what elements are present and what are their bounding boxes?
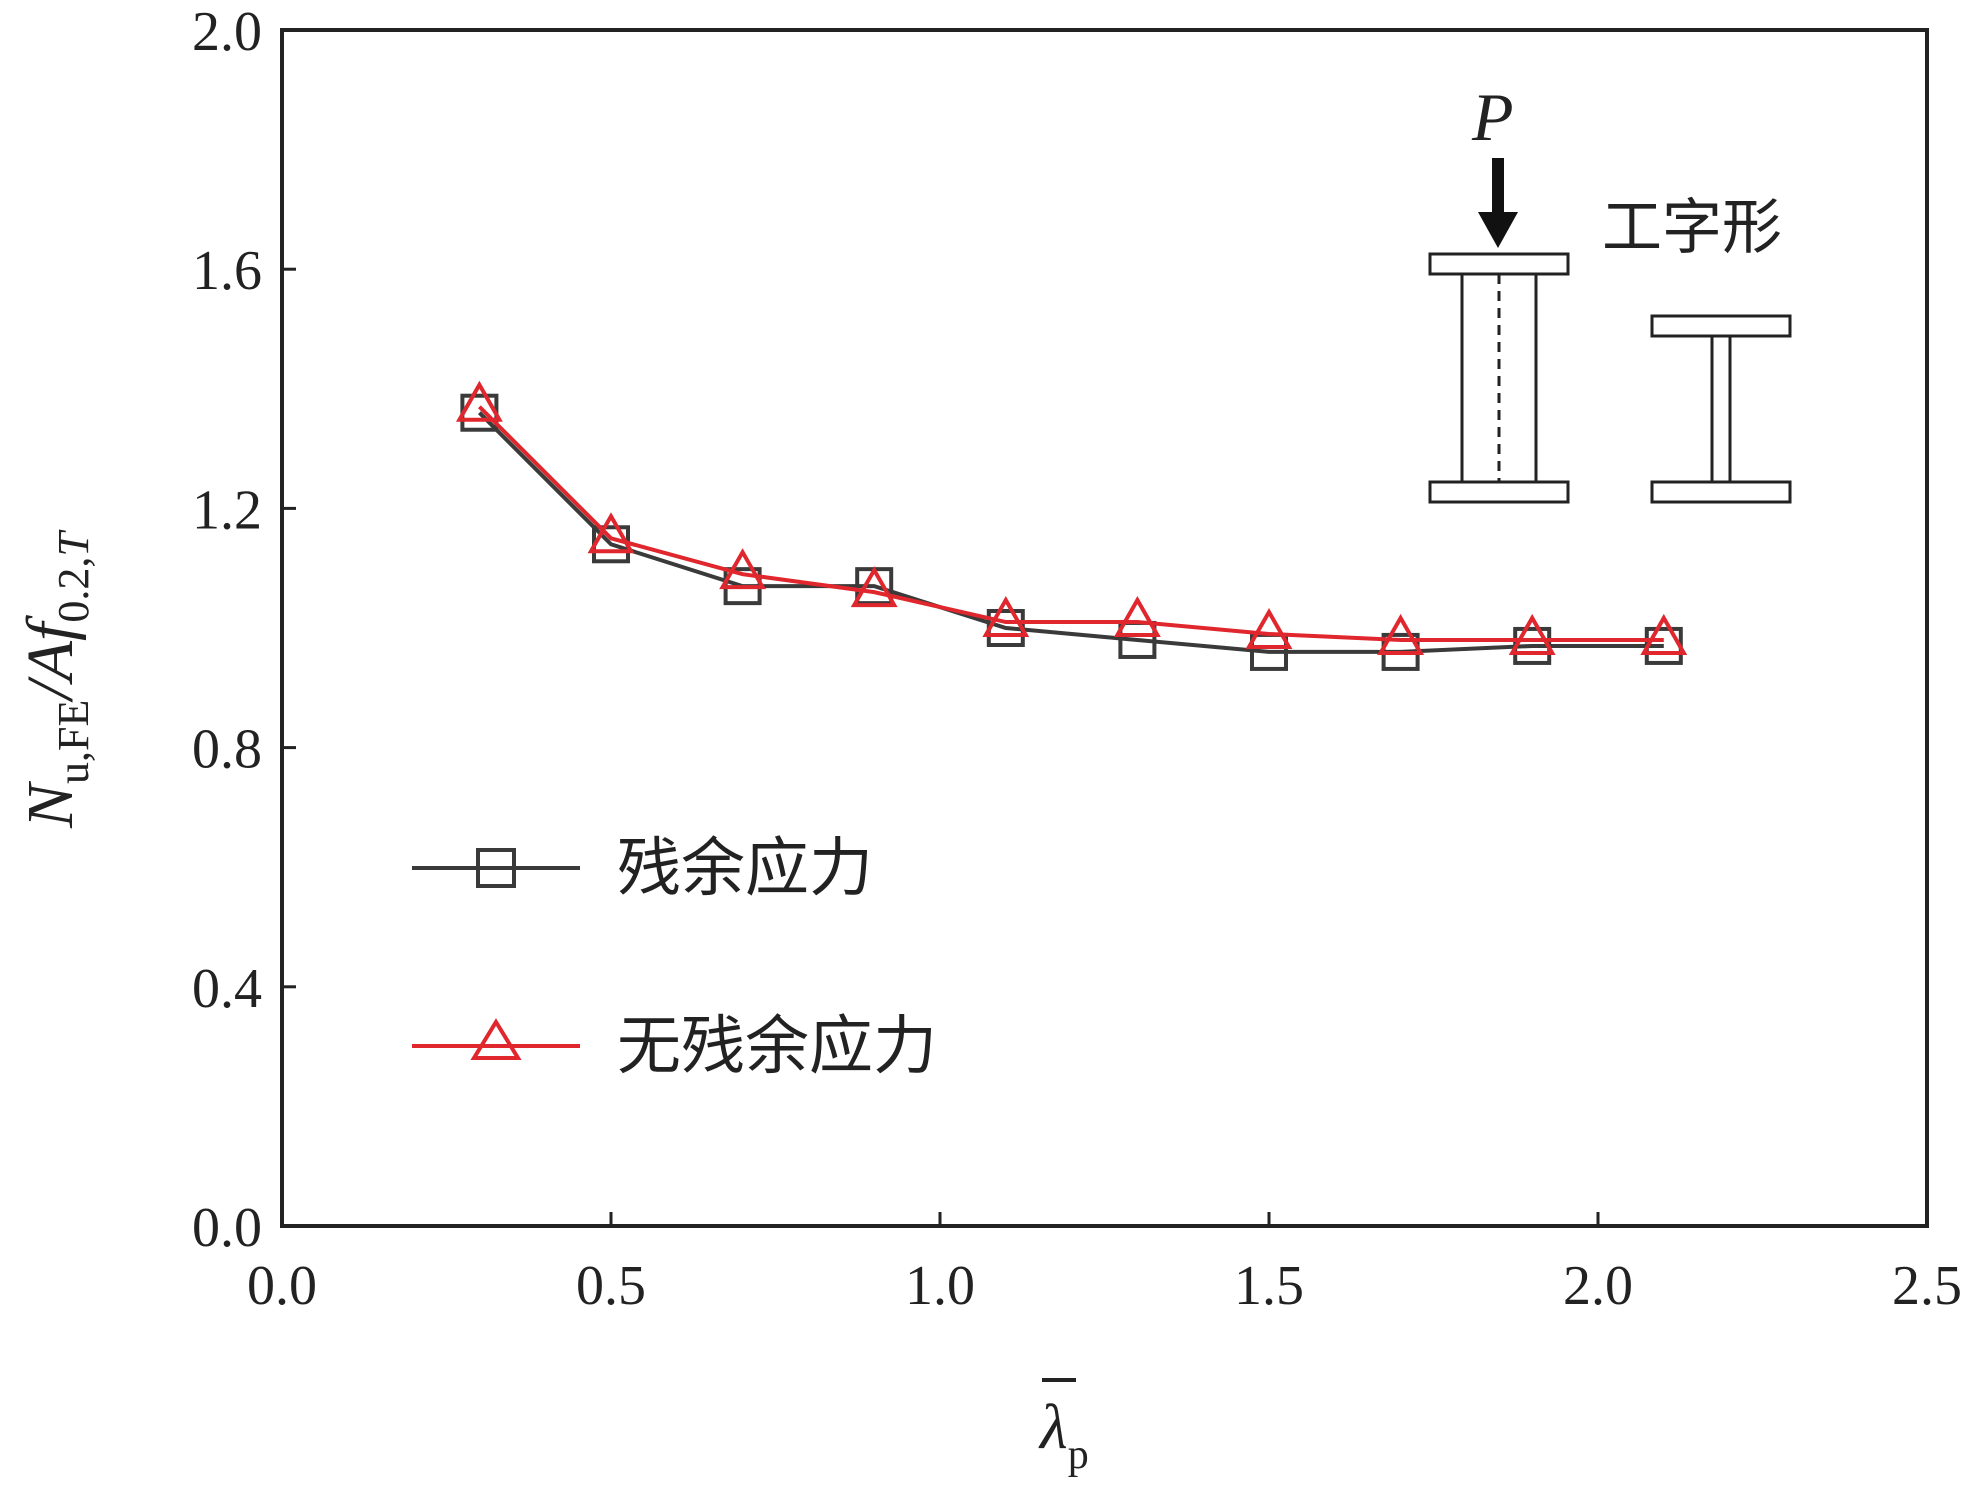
legend-label-no-residual: 无残余应力: [617, 1010, 937, 1084]
y-tick-label: 0.4: [192, 958, 262, 1020]
y-axis-ticks: 0.0 0.4 0.8 1.2 1.6 2.0: [192, 1, 296, 1259]
legend-item-no-residual: 无残余应力: [412, 1010, 937, 1084]
x-axis-label-symbol: λ: [1038, 1391, 1068, 1462]
y-label-n: N: [14, 780, 87, 829]
section-label: 工字形: [1602, 193, 1782, 263]
y-tick-label: 1.6: [192, 240, 262, 302]
data-point-no-residual: [1113, 595, 1161, 638]
legend-marker-triangle: [470, 1018, 522, 1060]
column-bottom-flange: [1428, 480, 1570, 504]
y-label-nsub: u,FE: [49, 700, 98, 784]
data-point-no-residual: [1377, 613, 1425, 655]
data-point-no-residual: [1245, 607, 1293, 649]
x-tick-label: 2.0: [1563, 1255, 1633, 1317]
legend-marker-square: [476, 848, 516, 888]
legend-label-residual: 残余应力: [617, 832, 873, 906]
y-label-mid: /A: [14, 640, 87, 703]
series-line-residual: [477, 411, 1664, 654]
y-tick-label: 2.0: [192, 1, 262, 63]
data-point-no-residual: [1640, 613, 1688, 655]
column-top-flange: [1428, 252, 1570, 276]
series-line-no-residual: [477, 405, 1664, 642]
x-axis-label-sub: p: [1068, 1432, 1089, 1478]
y-label-fsub1: 0.2,: [49, 557, 98, 623]
data-point-no-residual: [587, 512, 635, 554]
inset-diagram: P 工字形: [1428, 79, 1792, 504]
series-layer: [455, 380, 1688, 671]
x-tick-label: 0.5: [576, 1255, 646, 1317]
data-point-no-residual: [982, 595, 1030, 638]
x-axis-label: λp: [1038, 1378, 1089, 1478]
x-axis-ticks: 0.0 0.5 1.0 1.5 2.0 2.5: [247, 1212, 1962, 1317]
data-point-no-residual: [455, 380, 503, 422]
data-point-no-residual: [719, 548, 767, 590]
load-label: P: [1471, 79, 1514, 155]
y-tick-label: 0.8: [192, 719, 262, 781]
y-tick-label: 0.0: [192, 1197, 262, 1259]
x-tick-label: 2.5: [1892, 1255, 1962, 1317]
x-tick-label: 0.0: [247, 1255, 317, 1317]
y-tick-label: 1.2: [192, 479, 262, 541]
plot-frame: [280, 28, 1929, 1228]
svg-text:Nu,FE/Af0.2,T: Nu,FE/Af0.2,T: [14, 529, 98, 829]
data-point-no-residual: [1508, 613, 1556, 655]
x-tick-label: 1.5: [1234, 1255, 1304, 1317]
y-label-fsub2: T: [49, 529, 98, 557]
legend: 残余应力 无残余应力: [412, 832, 937, 1084]
svg-text:λp: λp: [1038, 1391, 1089, 1478]
legend-item-residual: 残余应力: [412, 832, 873, 906]
i-section-web: [1710, 334, 1732, 484]
i-section-top-flange: [1650, 314, 1792, 338]
data-point-no-residual: [850, 566, 898, 608]
i-section-bottom-flange: [1650, 480, 1792, 504]
x-tick-label: 1.0: [905, 1255, 975, 1317]
y-axis-label: Nu,FE/Af0.2,T: [14, 529, 98, 829]
load-arrow-head: [1478, 212, 1518, 248]
